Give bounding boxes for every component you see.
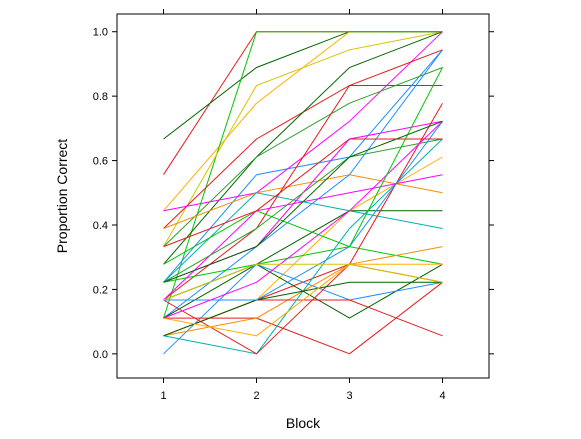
series-line-8 — [163, 49, 443, 283]
series-line-4 — [163, 31, 443, 319]
series-lines — [163, 31, 443, 355]
y-tick-label: 0.4 — [93, 220, 108, 232]
plot-frame — [116, 13, 490, 379]
series-line-1 — [163, 31, 443, 175]
y-tick-label: 1.0 — [93, 27, 108, 39]
series-line-23 — [163, 281, 443, 355]
axis-ticks: 1 2 3 4 0.0 0.2 0.4 0.6 0.8 1.0 — [93, 9, 494, 402]
y-tick-label: 0.8 — [93, 91, 108, 103]
series-line-33 — [163, 67, 443, 265]
x-tick-label: 2 — [253, 390, 259, 402]
y-tick-label: 0.2 — [93, 284, 108, 296]
x-axis-title: Block — [286, 415, 321, 431]
series-line-10 — [163, 67, 443, 247]
series-line-27 — [163, 138, 443, 283]
series-line-5 — [163, 31, 443, 247]
y-axis-title: Proportion Correct — [54, 139, 70, 253]
x-tick-label: 1 — [160, 390, 166, 402]
series-line-29 — [163, 281, 443, 337]
series-line-35 — [163, 120, 443, 283]
series-line-36 — [163, 263, 443, 301]
y-tick-label: 0.0 — [93, 349, 108, 361]
x-tick-label: 4 — [439, 390, 445, 402]
series-line-21 — [163, 263, 443, 355]
y-tick-label: 0.6 — [93, 156, 108, 168]
series-line-30 — [163, 263, 443, 337]
x-tick-label: 3 — [346, 390, 352, 402]
series-line-32 — [163, 120, 443, 319]
